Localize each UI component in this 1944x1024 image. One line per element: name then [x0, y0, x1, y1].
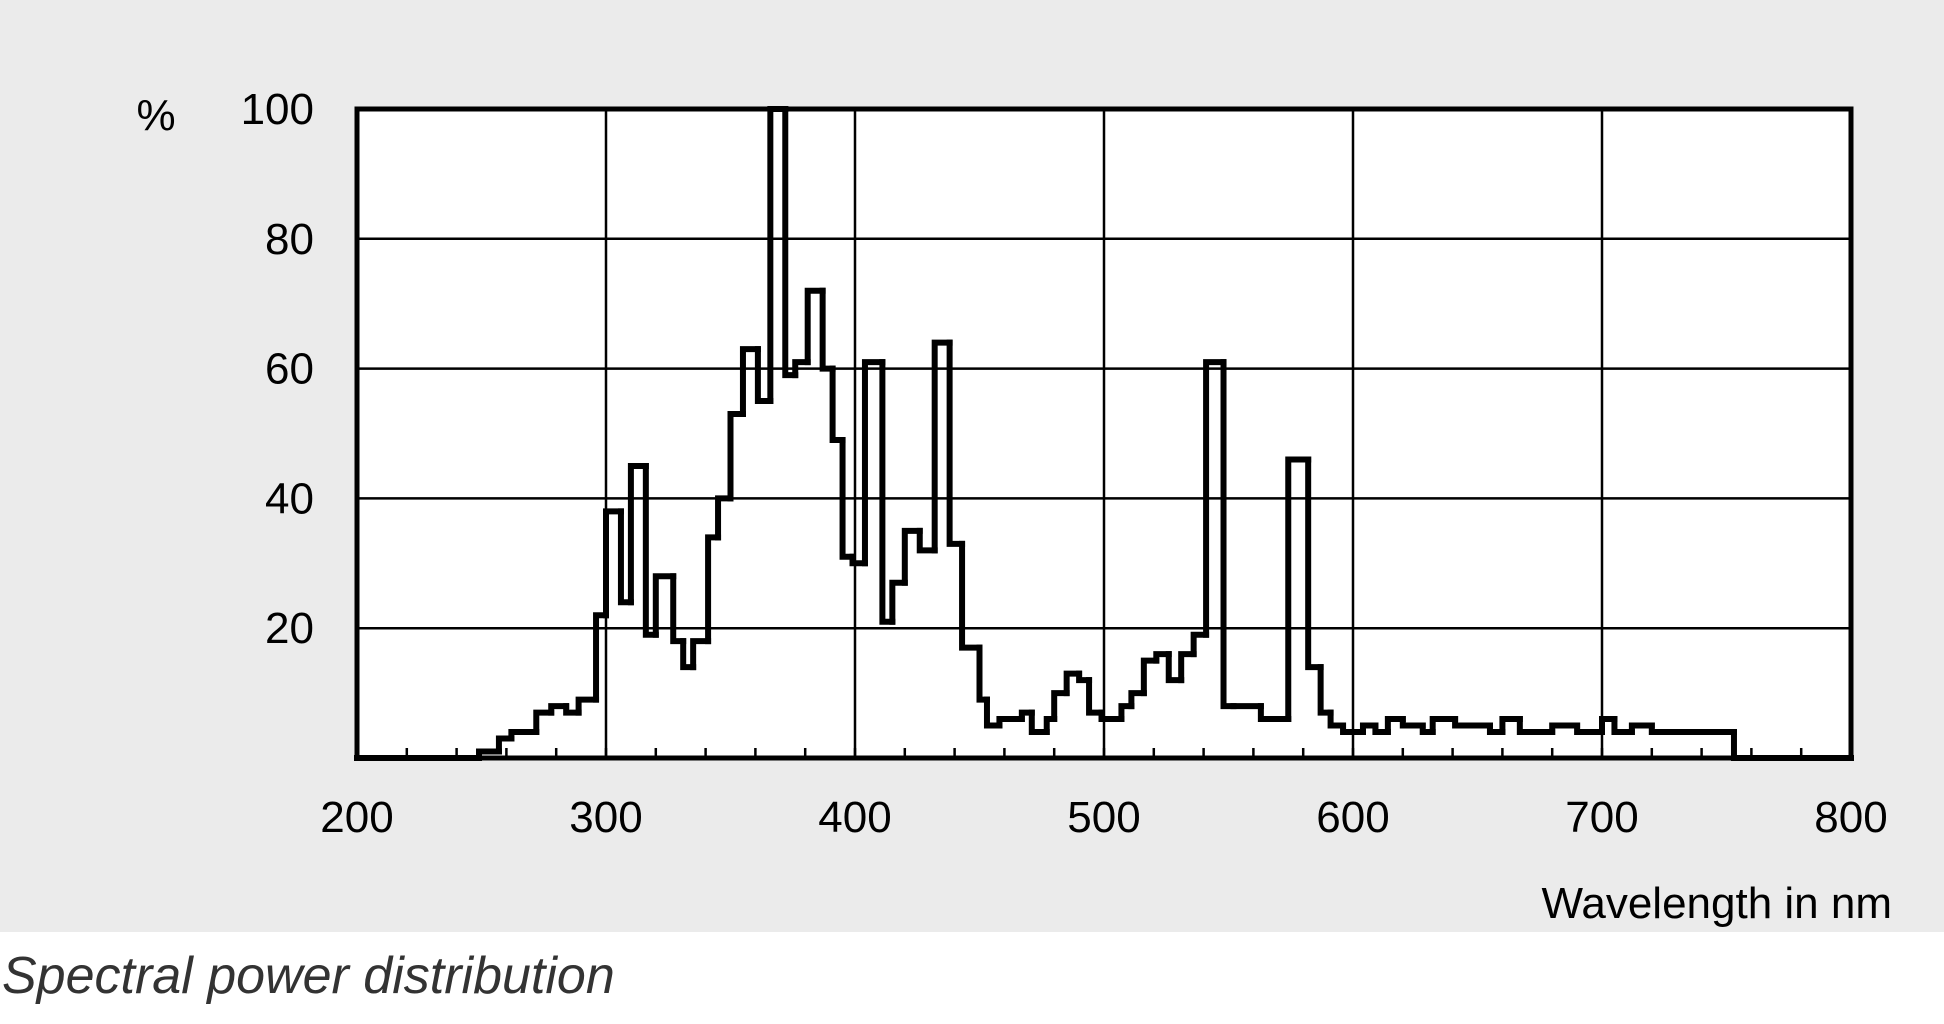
bar — [652, 573, 677, 638]
bar — [548, 703, 570, 716]
y-tick-label: 60 — [265, 345, 314, 394]
bar — [642, 462, 659, 638]
bar — [1190, 631, 1210, 658]
bar — [690, 638, 712, 671]
bar — [829, 365, 846, 443]
caption: Spectral power distribution — [2, 947, 615, 1005]
bar — [1028, 709, 1050, 736]
bar — [727, 411, 746, 502]
bar — [889, 579, 908, 625]
bar — [1128, 690, 1147, 710]
bar — [1372, 722, 1391, 736]
bar — [792, 359, 811, 379]
y-tick-label: 40 — [265, 474, 314, 523]
bar — [959, 540, 983, 651]
bar — [1140, 657, 1160, 697]
x-tick-label: 300 — [569, 793, 642, 842]
bar — [1549, 722, 1581, 736]
bar — [575, 696, 600, 716]
bar — [983, 696, 1003, 729]
bar — [495, 735, 515, 755]
x-tick-label: 700 — [1565, 793, 1638, 842]
bar — [901, 527, 923, 586]
bar — [1499, 716, 1523, 736]
bar — [1086, 677, 1105, 716]
bar — [1317, 664, 1334, 716]
y-tick-label: 80 — [265, 215, 314, 264]
bar — [680, 638, 697, 671]
bar — [508, 729, 540, 742]
bar — [1118, 703, 1135, 723]
bar — [1399, 716, 1426, 729]
bar — [1051, 690, 1070, 723]
bar — [533, 709, 555, 736]
bar — [1285, 456, 1312, 723]
x-tick-label: 200 — [320, 793, 393, 842]
bar — [1486, 722, 1506, 736]
y-tick-label: 20 — [265, 604, 314, 653]
bar — [715, 495, 734, 541]
x-axis-label: Wavelength in nm — [1541, 879, 1892, 928]
bar — [931, 339, 953, 554]
bar — [1384, 716, 1406, 736]
bar — [804, 287, 826, 366]
bar — [1018, 709, 1035, 723]
bar — [670, 573, 687, 645]
bar — [1220, 359, 1237, 710]
bar — [1063, 670, 1083, 697]
bar — [739, 346, 761, 418]
x-tick-label: 600 — [1316, 793, 1389, 842]
bar — [879, 359, 896, 625]
bar — [1257, 703, 1292, 723]
bar — [603, 508, 624, 619]
bar — [1305, 456, 1324, 671]
bar — [1153, 651, 1172, 664]
bar — [1178, 651, 1197, 684]
bar — [839, 436, 856, 560]
bar — [849, 553, 868, 567]
y-tick-label: 100 — [241, 85, 314, 134]
bar — [1340, 722, 1366, 736]
bar — [782, 106, 799, 379]
bar — [1429, 716, 1459, 736]
plot-frame — [354, 106, 1854, 761]
bar — [1516, 716, 1543, 736]
bar — [1327, 709, 1347, 729]
y-axis-label: % — [136, 91, 175, 140]
bar — [819, 287, 836, 372]
bar — [1165, 651, 1185, 684]
bar — [1419, 722, 1436, 736]
bar — [593, 612, 609, 703]
bar — [1359, 722, 1379, 736]
bar — [1574, 722, 1605, 736]
x-tick-label: 500 — [1067, 793, 1140, 842]
bar — [996, 716, 1025, 729]
bar — [705, 534, 722, 645]
bar — [1648, 722, 1737, 736]
bar — [1452, 716, 1476, 729]
x-tick-label: 800 — [1814, 793, 1887, 842]
bar — [946, 339, 966, 547]
bar — [563, 703, 582, 716]
bar — [916, 527, 938, 554]
bar — [1599, 716, 1618, 736]
bar — [627, 462, 649, 606]
x-tick-label: 400 — [818, 793, 891, 842]
bar — [1203, 359, 1227, 638]
bar — [617, 508, 634, 606]
bar — [1628, 722, 1655, 736]
bar — [861, 359, 886, 567]
bar — [1611, 716, 1635, 736]
bar — [1098, 709, 1125, 723]
bar — [754, 346, 774, 405]
bar — [1076, 670, 1093, 684]
